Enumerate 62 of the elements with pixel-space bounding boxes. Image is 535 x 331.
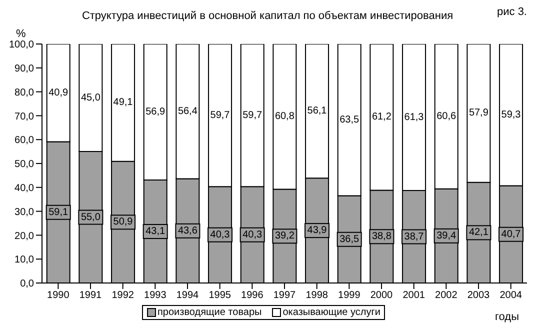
data-label: 60,8 [274,111,295,122]
y-tick-label: 60,0 [14,135,34,146]
y-tick-label: 40,0 [14,182,34,194]
x-tick-label: 1992 [112,290,134,302]
data-label: 59,7 [210,110,230,121]
x-tick-label: 2001 [402,290,426,302]
y-tick-label: 100,0 [8,40,34,51]
x-tick-label: 1990 [47,290,70,302]
x-tick-label: 2000 [370,290,394,302]
data-label: 43,6 [178,225,198,236]
x-tick-label: 1997 [273,290,296,302]
data-label: 61,3 [404,112,424,123]
data-label: 63,5 [340,114,360,126]
data-label: 38,8 [372,231,392,242]
x-tick-label: 1995 [208,290,232,302]
y-axis-title: % [16,28,26,40]
data-label: 39,4 [436,230,457,242]
y-tick-label: 10,0 [14,254,34,266]
x-tick-label: 1999 [338,290,361,302]
data-label: 40,9 [48,87,69,98]
legend-label: производящие товары [156,307,262,318]
x-tick-label: 1998 [306,290,328,302]
data-label: 43,9 [307,225,328,236]
data-label: 59,7 [242,110,263,121]
data-label: 59,3 [501,109,522,120]
x-tick-label: 2003 [467,290,490,302]
data-label: 42,1 [468,227,489,238]
x-tick-label: 1991 [79,290,102,302]
x-tick-label: 2004 [500,290,522,302]
y-tick-label: 90,0 [14,63,34,74]
data-label: 56,9 [146,106,166,118]
y-tick-label: 80,0 [14,87,34,98]
x-tick-label: 1993 [144,290,167,302]
data-label: 49,1 [113,97,134,108]
data-label: 36,5 [340,234,360,245]
x-tick-label: 1996 [241,290,264,302]
data-label: 61,2 [372,112,392,123]
text: рис 3. [497,6,527,18]
data-label: 59,1 [48,206,69,218]
data-label: 39,2 [274,230,295,242]
data-label: 56,4 [178,106,198,117]
y-tick-label: 70,0 [14,111,34,122]
x-axis-title: годы [495,311,519,323]
data-label: 60,6 [436,110,457,122]
data-label: 50,9 [113,216,134,228]
x-tick-label: 2002 [435,290,458,302]
data-label: 57,9 [468,108,489,119]
data-label: 55,0 [80,212,101,223]
y-tick-label: 20,0 [14,230,34,242]
y-tick-label: 30,0 [14,206,34,218]
chart-title: Структура инвестиций в основной капитал по объектам инвестирования [82,10,454,22]
data-label: 43,1 [146,226,166,237]
data-label: 40,3 [242,229,263,240]
legend-label: оказывающие услуги [282,307,380,318]
x-tick-label: 1994 [176,290,200,302]
y-tick-label: 0,0 [20,278,34,290]
data-label: 56,1 [307,106,328,117]
data-label: 40,7 [501,228,522,240]
data-label: 45,0 [80,92,101,104]
data-label: 40,3 [210,229,230,240]
data-label: 38,7 [404,231,424,242]
y-tick-label: 50,0 [14,159,34,170]
